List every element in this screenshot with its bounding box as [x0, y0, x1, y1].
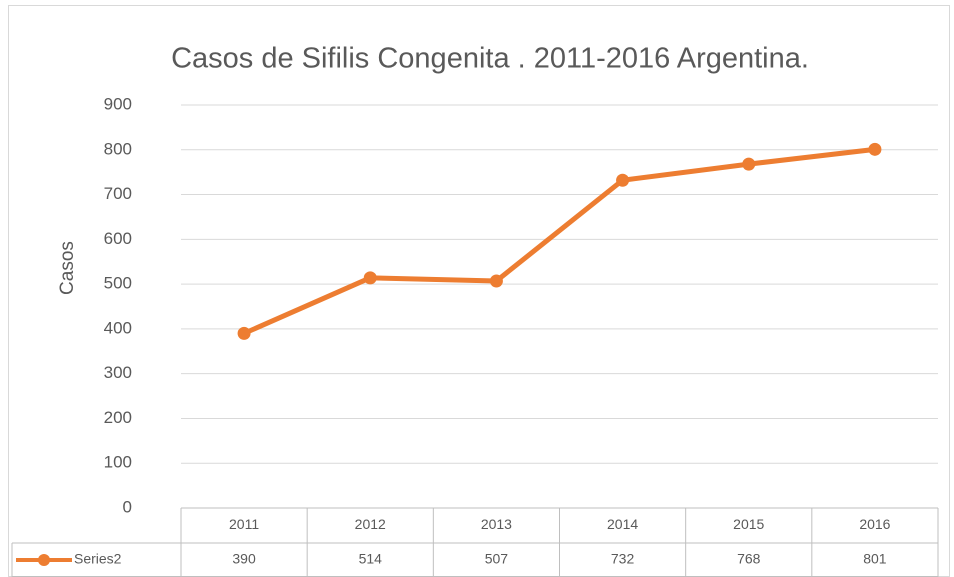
series-line — [243, 146, 876, 336]
y-tick-label: 400 — [104, 318, 132, 337]
point — [742, 157, 756, 171]
point — [489, 274, 503, 288]
table-value: 514 — [359, 551, 383, 567]
y-axis-label: Casos — [57, 241, 78, 295]
y-tick-label: 200 — [104, 408, 132, 427]
x-tick-label: 2013 — [481, 516, 512, 532]
chart-title: Casos de Sifilis Congenita . 2011-2016 A… — [171, 43, 809, 75]
x-tick-label: 2016 — [859, 516, 890, 532]
table-value: 801 — [863, 551, 887, 567]
x-tick-label: 2014 — [607, 516, 638, 532]
y-tick-label: 900 — [104, 94, 132, 113]
chart-frame — [8, 5, 950, 577]
point — [363, 271, 377, 285]
point — [616, 173, 630, 187]
legend-label: Series2 — [74, 551, 122, 567]
y-tick-label: 600 — [104, 229, 132, 248]
y-tick-label: 800 — [104, 139, 132, 158]
y-tick-label: 700 — [104, 184, 132, 203]
table-value: 390 — [232, 551, 256, 567]
table-value: 507 — [485, 551, 509, 567]
legend-marker — [38, 554, 50, 566]
y-tick-label: 100 — [104, 453, 132, 472]
x-tick-label: 2011 — [229, 516, 259, 532]
y-tick-label: 500 — [104, 274, 132, 293]
x-tick-label: 2015 — [733, 516, 764, 532]
table-value: 732 — [611, 551, 635, 567]
point — [868, 142, 882, 156]
point — [237, 326, 251, 340]
x-tick-label: 2012 — [355, 516, 386, 532]
y-tick-label: 0 — [123, 497, 132, 516]
table-value: 768 — [737, 551, 761, 567]
y-tick-label: 300 — [104, 363, 132, 382]
